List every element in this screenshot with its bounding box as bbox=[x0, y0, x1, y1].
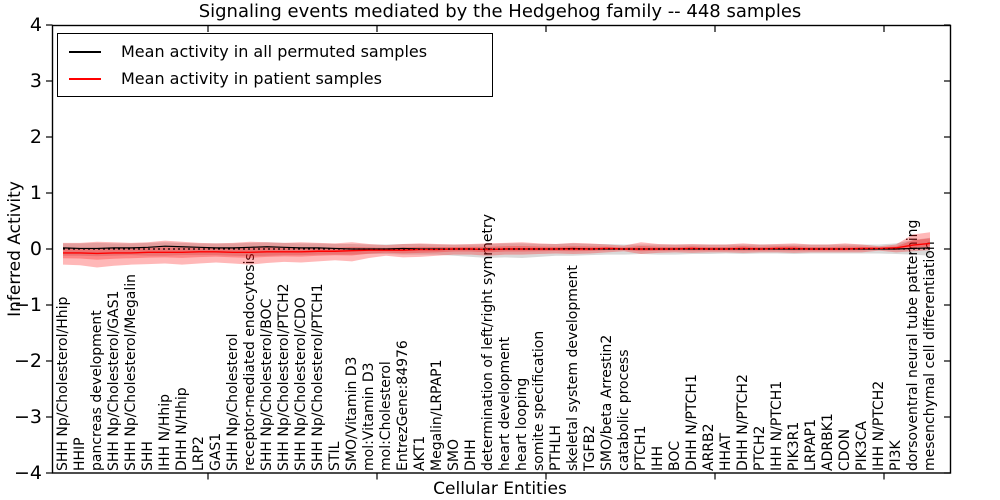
y-tick-label: −3 bbox=[13, 406, 42, 428]
permuted-band bbox=[63, 237, 930, 258]
y-tick-label: 3 bbox=[29, 70, 42, 92]
legend-item: Mean activity in patient samples bbox=[58, 69, 492, 88]
y-tick-label: −1 bbox=[13, 294, 42, 316]
y-tick-label: −4 bbox=[13, 462, 42, 484]
x-axis-label: Cellular Entities bbox=[433, 479, 567, 499]
y-tick-label: 2 bbox=[29, 126, 42, 148]
chart-title: Signaling events mediated by the Hedgeho… bbox=[198, 1, 802, 22]
legend-line-sample bbox=[69, 50, 101, 53]
y-tick-label: 0 bbox=[29, 238, 42, 260]
y-tick-label: 4 bbox=[29, 14, 42, 36]
y-tick-label: −2 bbox=[13, 350, 42, 372]
legend-item: Mean activity in all permuted samples bbox=[58, 42, 492, 61]
legend-line-sample bbox=[69, 77, 101, 80]
legend: Mean activity in all permuted samples Mea… bbox=[57, 33, 493, 97]
legend-label: Mean activity in all permuted samples bbox=[121, 42, 428, 61]
legend-label: Mean activity in patient samples bbox=[121, 69, 382, 88]
y-tick-label: 1 bbox=[29, 182, 42, 204]
patient-mean-line bbox=[63, 242, 931, 255]
